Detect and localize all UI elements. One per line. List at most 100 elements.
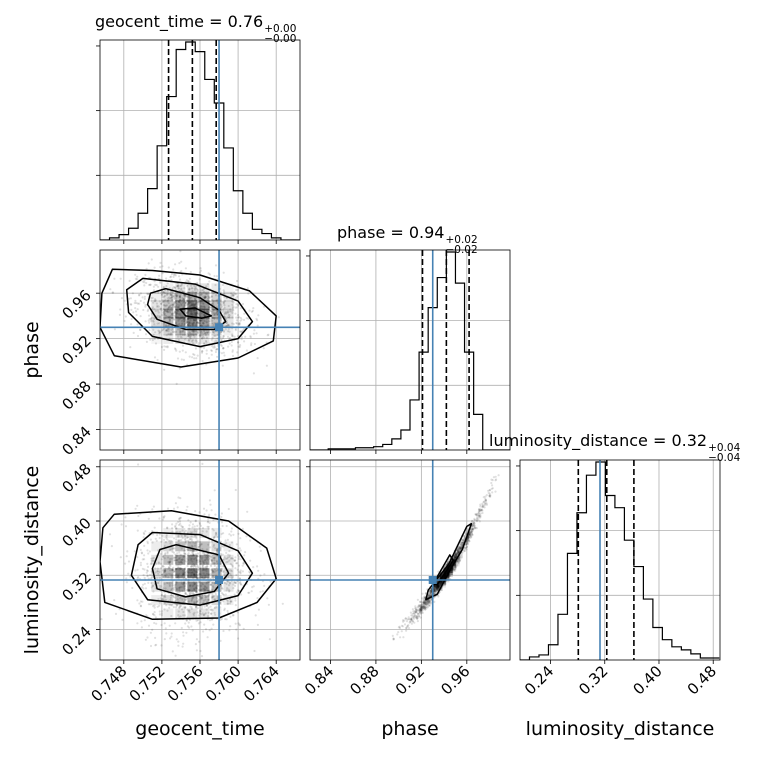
sample-point [178, 305, 181, 308]
sample-point [416, 614, 419, 617]
density-shading [151, 527, 234, 619]
sample-point [139, 299, 142, 303]
sample-point [191, 523, 195, 526]
sample-point [228, 555, 231, 559]
sample-point [205, 321, 208, 324]
sample-point [136, 308, 139, 311]
sample-point [157, 285, 160, 288]
sample-point [413, 611, 416, 614]
sample-point [229, 582, 232, 585]
sample-point [214, 294, 218, 297]
sample-point [181, 331, 184, 334]
sample-point [170, 557, 173, 561]
sample-point [166, 311, 170, 314]
sample-point [162, 516, 165, 519]
sample-point [435, 585, 439, 588]
sample-point [175, 312, 178, 315]
sample-point [226, 538, 229, 542]
sample-point [470, 532, 473, 535]
density-cell [163, 595, 174, 606]
sample-point [421, 604, 424, 607]
sample-point [130, 323, 133, 326]
sample-point [184, 332, 187, 335]
sample-point [187, 588, 190, 592]
sample-point [154, 616, 157, 619]
sample-point [199, 573, 202, 576]
sample-point [210, 344, 214, 347]
sample-point [479, 508, 482, 511]
sample-point [179, 298, 182, 301]
sample-point [199, 543, 202, 546]
sample-point [168, 624, 171, 627]
sample-point [433, 590, 436, 593]
sample-point [212, 529, 215, 532]
sample-point [219, 639, 222, 643]
sample-point [173, 295, 176, 298]
sample-point [194, 520, 197, 523]
sample-point [422, 601, 425, 604]
sample-point [193, 564, 196, 567]
sample-point [185, 311, 188, 314]
sample-point [470, 530, 473, 533]
sample-point [162, 565, 165, 568]
sample-point [418, 608, 421, 611]
sample-point [175, 568, 178, 571]
sample-point [481, 506, 484, 509]
sample-point [181, 289, 184, 293]
sample-point [469, 534, 472, 537]
sample-point [162, 555, 165, 558]
sample-point [177, 614, 180, 617]
sample-point [161, 293, 164, 296]
sample-point [165, 309, 168, 312]
sample-point [487, 489, 490, 492]
sample-point [423, 601, 426, 604]
sample-point [490, 487, 493, 490]
sample-point [163, 318, 166, 321]
sample-point [203, 314, 206, 317]
sample-point [171, 314, 174, 317]
sample-point [179, 567, 182, 571]
sample-point [221, 364, 224, 367]
sample-point [168, 310, 171, 313]
sample-point [209, 300, 212, 303]
sample-point [174, 553, 177, 556]
sample-point [197, 298, 200, 301]
sample-point [185, 301, 188, 304]
sample-point [165, 632, 168, 635]
sample-point [175, 312, 178, 315]
sample-point [426, 602, 429, 606]
sample-point [199, 319, 203, 322]
sample-point [436, 585, 439, 588]
sample-point [153, 604, 156, 607]
sample-point [208, 300, 211, 303]
sample-point [237, 345, 240, 348]
sample-point [166, 527, 169, 530]
x-axis-label-geocent_time: geocent_time [135, 718, 264, 740]
sample-point [164, 345, 168, 348]
sample-point [159, 266, 162, 269]
sample-point [209, 310, 212, 313]
sample-point [195, 321, 198, 324]
sample-point [459, 546, 462, 549]
sample-point [206, 562, 209, 566]
sample-point [113, 277, 116, 280]
sample-point [167, 566, 170, 569]
sample-point [175, 330, 178, 333]
sample-point [179, 285, 182, 288]
sample-point [163, 295, 166, 298]
axes-frame [99, 249, 301, 451]
sample-point [162, 571, 165, 574]
density-cell [163, 325, 174, 336]
sample-point [212, 299, 215, 302]
sample-point [155, 562, 158, 565]
sample-point [423, 606, 426, 610]
sample-point [152, 605, 155, 608]
sample-point [127, 572, 130, 575]
sample-point [179, 335, 182, 338]
sample-point [197, 576, 200, 579]
sample-point [495, 478, 498, 481]
sample-point [229, 600, 233, 603]
sample-point [251, 309, 254, 312]
sample-point [191, 304, 194, 307]
sample-point [198, 559, 201, 562]
